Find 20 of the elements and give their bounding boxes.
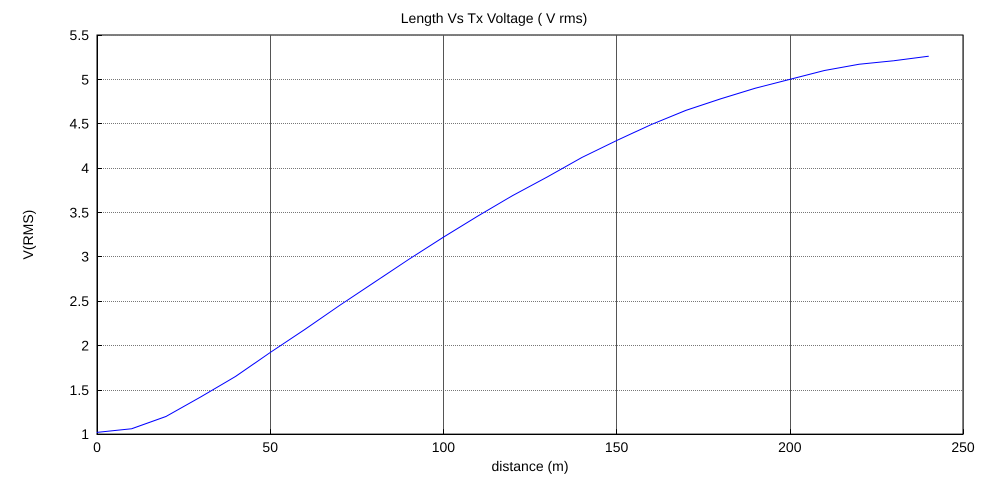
x-tick-label: 150 [604,439,628,456]
y-tick-label: 5.5 [70,27,90,43]
x-tick-label: 200 [778,439,802,456]
y-tick-label: 1 [81,426,90,442]
x-tick-label: 50 [262,439,278,456]
y-axis-title: V(RMS) [20,210,36,260]
y-tick-label: 3 [81,248,90,265]
y-tick-label: 2.5 [70,293,90,310]
y-tick-label: 2 [81,337,90,354]
line-series [96,56,929,433]
y-tick-label: 4 [81,160,90,176]
y-tick-label: 3.5 [70,204,90,220]
y-tick-label: 1.5 [70,382,90,398]
x-axis-title: distance (m) [491,458,569,474]
y-tick-label: 4.5 [70,116,90,132]
y-tick-label: 5 [81,71,90,88]
chart-title: Length Vs Tx Voltage ( V rms) [400,10,588,26]
x-tick-label: 0 [93,439,102,456]
x-tick-label: 250 [951,439,975,456]
x-tick-label: 100 [432,439,456,456]
